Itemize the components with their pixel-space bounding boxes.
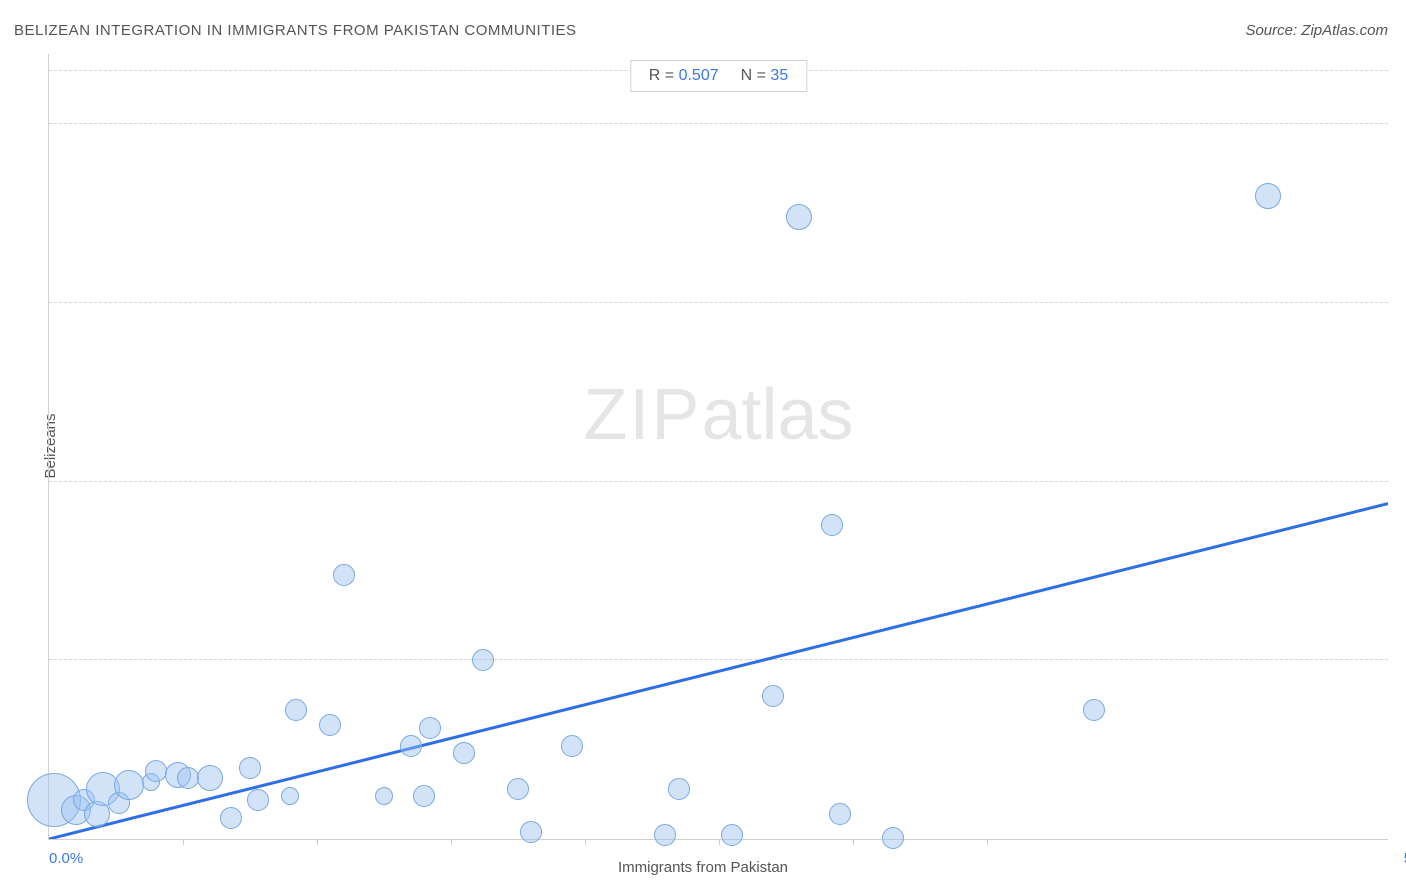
data-point <box>453 742 475 764</box>
data-point <box>472 649 494 671</box>
stats-r-label: R = <box>649 67 674 84</box>
data-point <box>762 685 784 707</box>
stats-n-value: 35 <box>770 67 788 84</box>
x-tick <box>719 839 720 845</box>
data-point <box>375 787 393 805</box>
gridline <box>49 481 1388 482</box>
x-tick <box>987 839 988 845</box>
data-point <box>882 827 904 849</box>
data-point <box>220 807 242 829</box>
gridline <box>49 302 1388 303</box>
x-tick <box>585 839 586 845</box>
data-point <box>561 735 583 757</box>
data-point <box>654 824 676 846</box>
data-point <box>413 785 435 807</box>
watermark: ZIPatlas <box>583 374 853 456</box>
x-tick <box>451 839 452 845</box>
x-axis-label: Immigrants from Pakistan <box>618 859 788 876</box>
chart-title: BELIZEAN INTEGRATION IN IMMIGRANTS FROM … <box>14 22 577 39</box>
x-tick <box>183 839 184 845</box>
stats-r: R = 0.507 <box>649 67 719 85</box>
data-point <box>247 789 269 811</box>
data-point <box>400 735 422 757</box>
data-point <box>281 787 299 805</box>
data-point <box>285 699 307 721</box>
data-point <box>114 770 144 800</box>
x-tick <box>853 839 854 845</box>
trendline <box>49 54 1388 839</box>
source-label: Source: ZipAtlas.com <box>1245 22 1388 39</box>
data-point <box>520 821 542 843</box>
stats-n: N = 35 <box>741 67 789 85</box>
data-point <box>821 514 843 536</box>
stats-n-label: N = <box>741 67 766 84</box>
data-point <box>1083 699 1105 721</box>
data-point <box>786 204 812 230</box>
y-tick-label: 0.5% <box>1398 473 1406 490</box>
gridline <box>49 659 1388 660</box>
gridline <box>49 123 1388 124</box>
y-tick-label: 0.25% <box>1398 652 1406 669</box>
data-point <box>1255 183 1281 209</box>
x-tick <box>317 839 318 845</box>
watermark-atlas: atlas <box>701 375 853 455</box>
data-point <box>419 717 441 739</box>
data-point <box>668 778 690 800</box>
y-tick-label: 1.0% <box>1398 116 1406 133</box>
data-point <box>319 714 341 736</box>
watermark-zip: ZIP <box>583 375 701 455</box>
data-point <box>507 778 529 800</box>
data-point <box>333 564 355 586</box>
data-point <box>829 803 851 825</box>
data-point <box>197 765 223 791</box>
x-min-label: 0.0% <box>49 850 83 867</box>
y-tick-label: 0.75% <box>1398 295 1406 312</box>
stats-box: R = 0.507 N = 35 <box>630 60 807 92</box>
data-point <box>239 757 261 779</box>
scatter-plot-area: ZIPatlas R = 0.507 N = 35 0.0% 5.0% 0.25… <box>48 54 1388 840</box>
data-point <box>145 760 167 782</box>
x-max-label: 5.0% <box>1388 850 1406 867</box>
data-point <box>721 824 743 846</box>
stats-r-value: 0.507 <box>679 67 719 84</box>
